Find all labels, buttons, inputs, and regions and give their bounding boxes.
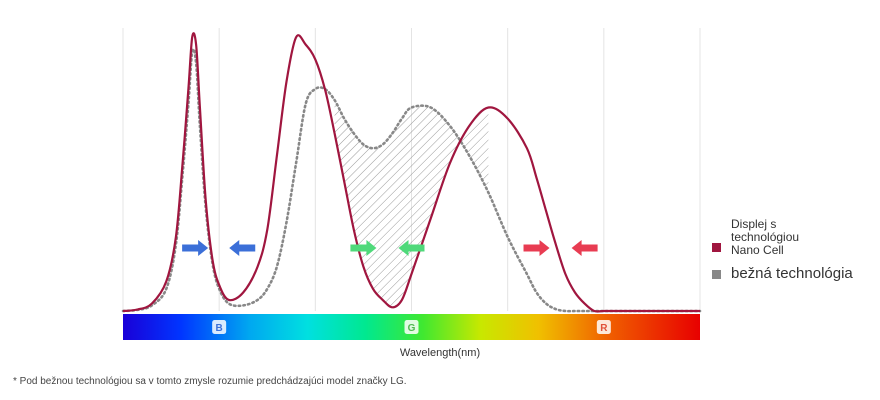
shaded-difference-area	[334, 100, 489, 308]
legend-label-conventional: bežná technológia	[731, 265, 853, 282]
band-badge-r	[596, 320, 611, 334]
band-badge-g	[404, 320, 419, 334]
legend-item-conventional: bežná technológia	[712, 265, 877, 283]
shift-arrows	[182, 240, 598, 256]
arrow-shape	[398, 240, 425, 256]
series-line-nano-cell	[122, 32, 700, 313]
legend-item-nano-cell: Displej s technológiou Nano Cell	[712, 218, 877, 257]
legend-label-nano-cell: Displej s technológiou Nano Cell	[731, 217, 800, 257]
shift-arrow-right	[523, 240, 550, 256]
grid-lines	[122, 28, 701, 311]
difference-shading	[334, 100, 489, 308]
band-badge-b	[212, 320, 227, 334]
arrow-shape	[229, 240, 256, 256]
footnote: * Pod bežnou technológiou sa v tomto zmy…	[13, 376, 407, 387]
legend-swatch-conventional	[712, 270, 721, 279]
arrow-shape	[350, 240, 377, 256]
x-axis-label: Wavelength(nm)	[399, 347, 481, 359]
arrow-shape	[523, 240, 550, 256]
band-label-b: B	[216, 323, 223, 334]
band-label-g: G	[408, 323, 416, 334]
legend: Displej s technológiou Nano Cell bežná t…	[712, 218, 877, 291]
series-lines	[121, 32, 702, 313]
legend-swatch-nano-cell	[712, 243, 721, 252]
shift-arrow-right	[182, 240, 209, 256]
arrow-shape	[182, 240, 209, 256]
band-label-r: R	[600, 323, 608, 334]
arrow-shape	[571, 240, 598, 256]
shift-arrow-left	[398, 240, 425, 256]
shift-arrow-right	[350, 240, 377, 256]
shift-arrow-left	[571, 240, 598, 256]
shift-arrow-left	[229, 240, 256, 256]
